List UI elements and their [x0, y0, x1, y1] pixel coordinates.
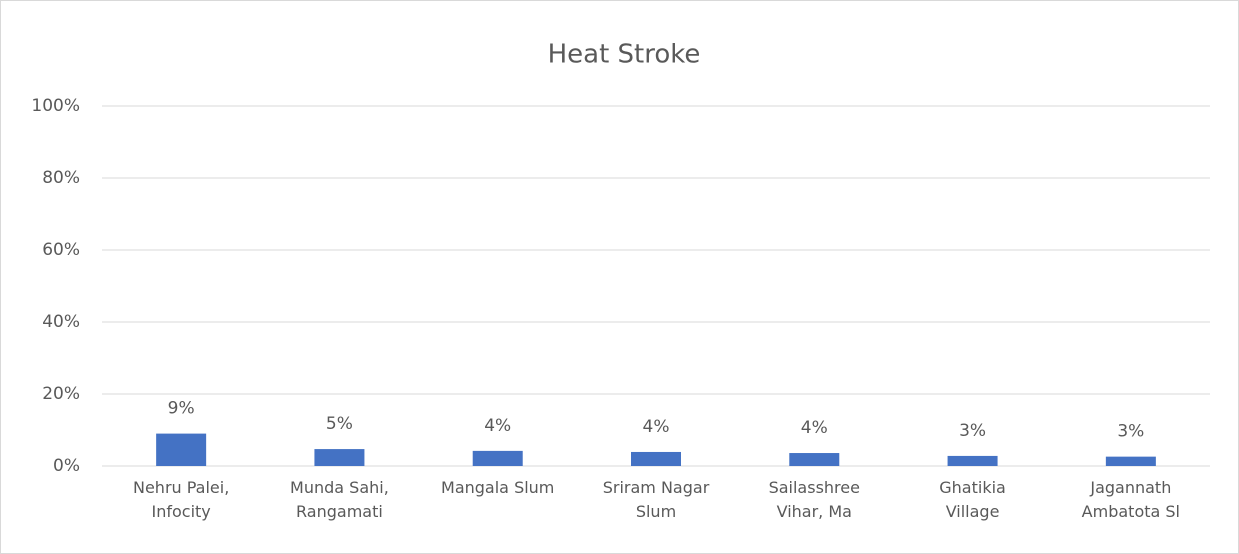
bar — [947, 455, 998, 466]
x-tick-label: Ghatikia Village — [939, 478, 1006, 521]
value-label: 9% — [168, 399, 195, 419]
x-tick-label: Sriram Nagar Slum — [602, 478, 710, 521]
x-tick-label: Mangala Slum — [441, 478, 555, 497]
y-tick-label: 0% — [53, 456, 80, 476]
bar — [472, 450, 523, 466]
x-tick-label: Munda Sahi, Rangamati — [290, 478, 389, 521]
y-tick-label: 20% — [42, 384, 80, 404]
y-tick-label: 80% — [42, 168, 80, 188]
bar — [314, 449, 365, 466]
value-label: 4% — [643, 417, 670, 437]
y-tick-label: 40% — [42, 312, 80, 332]
bar — [156, 433, 207, 466]
value-label: 3% — [959, 421, 986, 441]
chart-title: Heat Stroke — [548, 40, 701, 70]
y-tick-label: 60% — [42, 240, 80, 260]
x-tick-label: Nehru Palei, Infocity — [132, 478, 230, 521]
bar — [631, 451, 681, 466]
value-label: 3% — [1117, 422, 1144, 442]
bar — [1105, 456, 1156, 466]
x-tick-label: Jagannath Ambatota Sl — [1081, 478, 1180, 521]
value-label: 4% — [484, 416, 511, 436]
bar — [789, 453, 840, 466]
value-label: 4% — [801, 418, 828, 438]
y-tick-label: 100% — [31, 96, 80, 116]
x-tick-label: Sailasshree Vihar, Ma — [768, 478, 860, 521]
value-label: 5% — [326, 414, 353, 434]
